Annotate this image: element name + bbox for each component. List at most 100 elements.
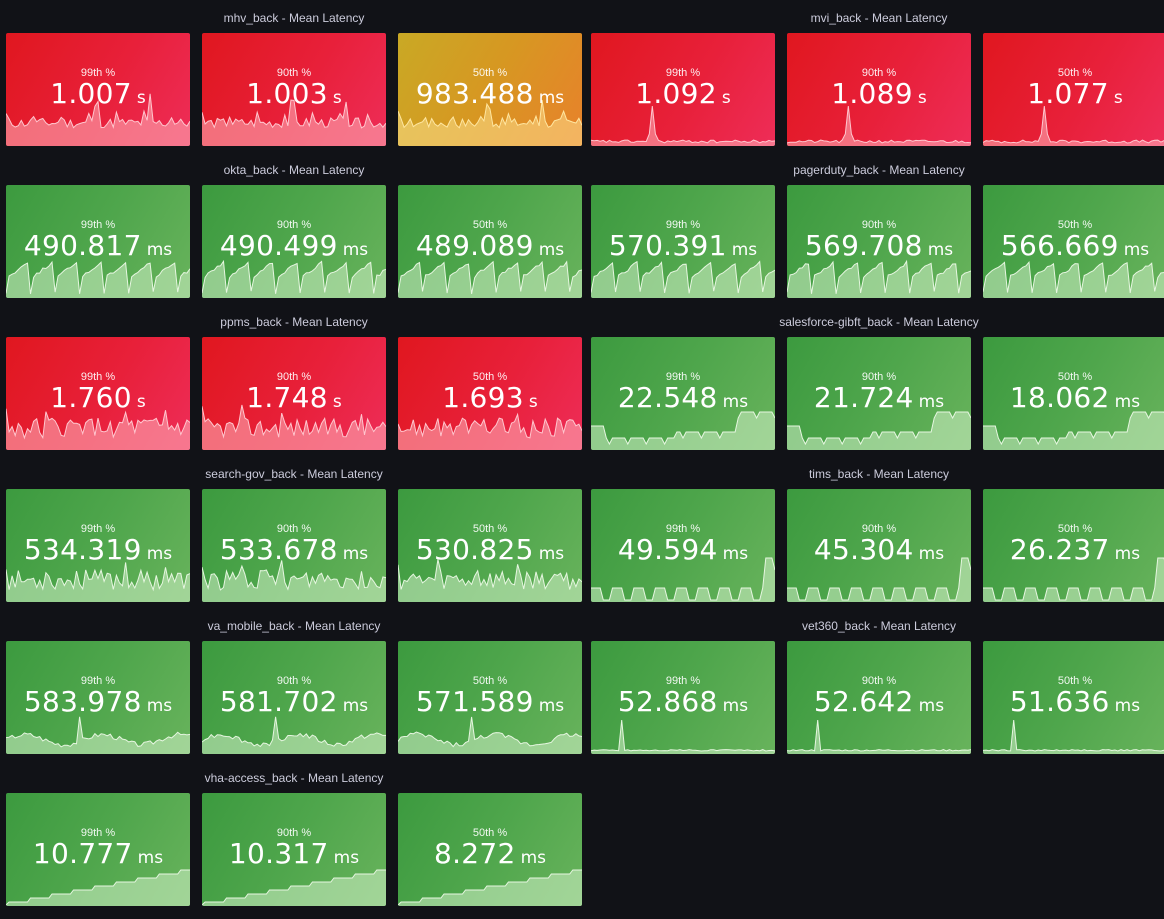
sparkline-graph (202, 99, 386, 146)
sparkline-line (787, 557, 971, 601)
sparkline-area (398, 414, 582, 450)
stat-panel[interactable]: 99th % 570.391 ms (591, 185, 775, 298)
sparkline-graph (398, 716, 582, 754)
stat-panel[interactable]: 50th % 26.237 ms (983, 489, 1164, 602)
sparkline-area (202, 405, 386, 450)
sparkline-graph (202, 716, 386, 754)
stat-panel[interactable]: 90th % 1.748 s (202, 337, 386, 450)
stat-label: 90th % (276, 219, 312, 231)
stat-value: 490.499 ms (202, 229, 386, 262)
panel-group-title[interactable]: ppms_back - Mean Latency (220, 315, 368, 329)
stat-panel[interactable]: 99th % 22.548 ms (591, 337, 775, 450)
stat-number: 26.237 (1009, 533, 1110, 566)
stat-panel[interactable]: 99th % 534.319 ms (6, 489, 190, 602)
stat-value: 22.548 ms (591, 381, 775, 414)
sparkline-area (787, 412, 971, 450)
stat-number: 490.499 (219, 229, 338, 262)
panel-group-title[interactable]: mvi_back - Mean Latency (810, 11, 948, 25)
stat-label: 50th % (1057, 219, 1093, 231)
stat-label: 90th % (861, 523, 897, 535)
sparkline-graph (591, 105, 775, 146)
stat-panel[interactable]: 50th % 1.077 s (983, 33, 1164, 146)
panel-group-title[interactable]: salesforce-gibft_back - Mean Latency (779, 315, 979, 329)
stat-unit: s (332, 392, 342, 412)
stat-unit: s (136, 392, 146, 412)
stat-panel[interactable]: 90th % 581.702 ms (202, 641, 386, 754)
stat-panel[interactable]: 90th % 21.724 ms (787, 337, 971, 450)
sparkline-graph (6, 260, 190, 298)
sparkline-line (202, 869, 386, 906)
panel-group-title[interactable]: okta_back - Mean Latency (223, 163, 365, 177)
panel-group-title[interactable]: tims_back - Mean Latency (808, 467, 950, 481)
stat-panel[interactable]: 90th % 1.089 s (787, 33, 971, 146)
stat-panel[interactable]: 50th % 983.488 ms (398, 33, 582, 146)
sparkline-line (983, 411, 1164, 446)
panel-group-title[interactable]: mhv_back - Mean Latency (223, 11, 365, 25)
stat-label: 99th % (80, 675, 116, 687)
stat-panel[interactable]: 99th % 52.868 ms (591, 641, 775, 754)
panel-group-title[interactable]: search-gov_back - Mean Latency (205, 467, 383, 481)
stat-panel[interactable]: 90th % 533.678 ms (202, 489, 386, 602)
sparkline-line (787, 259, 971, 294)
sparkline-graph (787, 259, 971, 298)
stat-unit: s (1113, 88, 1123, 108)
panel-group-title[interactable]: va_mobile_back - Mean Latency (207, 619, 381, 633)
stat-panel[interactable]: 90th % 569.708 ms (787, 185, 971, 298)
stat-panel[interactable]: 50th % 8.272 ms (398, 793, 582, 906)
stat-unit: ms (146, 696, 173, 716)
stat-unit: ms (1114, 696, 1141, 716)
stat-value: 51.636 ms (983, 685, 1164, 718)
stat-number: 1.007 (50, 77, 132, 110)
stat-panel[interactable]: 90th % 1.003 s (202, 33, 386, 146)
stat-label: 90th % (861, 67, 897, 79)
panel-group-title[interactable]: vha-access_back - Mean Latency (204, 771, 384, 785)
stat-number: 534.319 (23, 533, 142, 566)
stat-number: 1.077 (1027, 77, 1109, 110)
stat-label: 99th % (80, 67, 116, 79)
stat-panel[interactable]: 99th % 1.092 s (591, 33, 775, 146)
stat-number: 51.636 (1009, 685, 1110, 718)
stat-panel[interactable]: 99th % 10.777 ms (6, 793, 190, 906)
sparkline-line (983, 719, 1164, 752)
stat-unit: ms (333, 848, 360, 868)
stat-panel[interactable]: 50th % 18.062 ms (983, 337, 1164, 450)
sparkline-graph (787, 411, 971, 450)
stat-unit: ms (722, 544, 749, 564)
stat-number: 570.391 (608, 229, 727, 262)
stat-panel[interactable]: 90th % 490.499 ms (202, 185, 386, 298)
sparkline-area (591, 106, 775, 146)
panel-group-title[interactable]: vet360_back - Mean Latency (801, 619, 957, 633)
stat-label: 50th % (472, 523, 508, 535)
sparkline-line (398, 412, 582, 439)
stat-panel[interactable]: 90th % 10.317 ms (202, 793, 386, 906)
stat-unit: ms (538, 240, 565, 260)
stat-label: 50th % (472, 827, 508, 839)
stat-value: 1.003 s (202, 77, 386, 110)
sparkline-line (787, 411, 971, 446)
sparkline-graph (787, 557, 971, 602)
sparkline-graph (6, 408, 190, 450)
stat-panel[interactable]: 99th % 583.978 ms (6, 641, 190, 754)
stat-panel[interactable]: 50th % 51.636 ms (983, 641, 1164, 754)
stat-panel[interactable]: 50th % 566.669 ms (983, 185, 1164, 298)
stat-value: 570.391 ms (591, 229, 775, 262)
panel-group-title[interactable]: pagerduty_back - Mean Latency (793, 163, 965, 177)
stat-value: 583.978 ms (6, 685, 190, 718)
stat-panel[interactable]: 99th % 490.817 ms (6, 185, 190, 298)
stat-panel[interactable]: 50th % 530.825 ms (398, 489, 582, 602)
stat-panel[interactable]: 99th % 1.007 s (6, 33, 190, 146)
stat-panel[interactable]: 50th % 1.693 s (398, 337, 582, 450)
stat-unit: ms (1123, 240, 1150, 260)
stat-panel[interactable]: 90th % 52.642 ms (787, 641, 971, 754)
stat-unit: ms (918, 544, 945, 564)
stat-panel[interactable]: 50th % 571.589 ms (398, 641, 582, 754)
sparkline-area (202, 560, 386, 602)
stat-unit: ms (342, 240, 369, 260)
stat-panel[interactable]: 90th % 45.304 ms (787, 489, 971, 602)
sparkline-graph (202, 404, 386, 450)
stat-panel[interactable]: 99th % 49.594 ms (591, 489, 775, 602)
stat-label: 99th % (80, 219, 116, 231)
stat-panel[interactable]: 99th % 1.760 s (6, 337, 190, 450)
stat-panel[interactable]: 50th % 489.089 ms (398, 185, 582, 298)
sparkline-area (787, 261, 971, 298)
